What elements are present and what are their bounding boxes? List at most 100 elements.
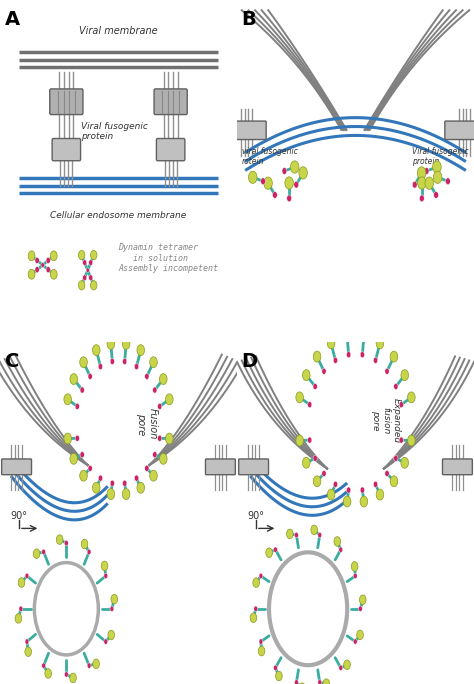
Circle shape	[91, 250, 97, 260]
Circle shape	[343, 496, 351, 507]
Circle shape	[150, 357, 157, 368]
Text: Viral fusogenic
protein: Viral fusogenic protein	[412, 147, 469, 166]
Circle shape	[157, 404, 162, 410]
Circle shape	[318, 680, 322, 684]
Circle shape	[359, 595, 366, 605]
Circle shape	[137, 345, 145, 356]
Circle shape	[418, 177, 426, 189]
Circle shape	[28, 269, 35, 279]
Circle shape	[313, 455, 317, 461]
Circle shape	[25, 573, 29, 579]
Circle shape	[351, 562, 358, 571]
Circle shape	[104, 639, 108, 644]
FancyBboxPatch shape	[238, 459, 268, 475]
Circle shape	[327, 489, 335, 500]
Circle shape	[108, 630, 115, 640]
Circle shape	[98, 363, 102, 369]
Circle shape	[360, 331, 368, 342]
Circle shape	[70, 453, 78, 464]
Circle shape	[412, 181, 417, 188]
Circle shape	[107, 339, 115, 350]
Circle shape	[153, 451, 157, 458]
Circle shape	[135, 475, 139, 482]
Circle shape	[333, 482, 337, 488]
Circle shape	[275, 671, 282, 681]
Circle shape	[50, 251, 57, 261]
Circle shape	[56, 535, 63, 544]
Circle shape	[360, 352, 365, 358]
FancyBboxPatch shape	[1, 459, 31, 475]
Circle shape	[285, 177, 293, 189]
Circle shape	[360, 496, 368, 507]
Circle shape	[408, 392, 415, 403]
Circle shape	[159, 373, 167, 384]
Circle shape	[165, 433, 173, 444]
Circle shape	[28, 251, 35, 261]
Circle shape	[253, 578, 259, 588]
Circle shape	[318, 532, 322, 538]
Text: Cellular endosome membrane: Cellular endosome membrane	[50, 211, 187, 220]
Circle shape	[159, 453, 167, 464]
Circle shape	[75, 435, 80, 441]
Circle shape	[374, 357, 378, 363]
Circle shape	[408, 435, 415, 446]
Circle shape	[313, 351, 321, 362]
Circle shape	[401, 458, 409, 469]
Circle shape	[287, 529, 293, 539]
Circle shape	[64, 672, 68, 677]
Circle shape	[417, 167, 426, 179]
Circle shape	[344, 660, 350, 670]
Circle shape	[343, 331, 351, 342]
Circle shape	[78, 280, 85, 290]
Circle shape	[354, 573, 357, 579]
Circle shape	[137, 482, 145, 493]
Text: 90°: 90°	[10, 512, 27, 521]
Circle shape	[64, 540, 68, 546]
Circle shape	[122, 339, 130, 350]
Circle shape	[150, 470, 157, 481]
Circle shape	[264, 177, 273, 189]
Circle shape	[87, 549, 91, 555]
Circle shape	[291, 161, 299, 173]
Text: Fusion
pore: Fusion pore	[136, 408, 158, 440]
Circle shape	[302, 369, 310, 380]
Circle shape	[80, 470, 87, 481]
Circle shape	[153, 387, 157, 393]
Circle shape	[261, 178, 265, 185]
Circle shape	[91, 280, 97, 290]
Circle shape	[294, 181, 299, 188]
Text: viral fusogenic
rotein: viral fusogenic rotein	[242, 147, 298, 166]
Circle shape	[313, 384, 317, 390]
Text: Viral fusogenic
protein: Viral fusogenic protein	[81, 122, 147, 142]
Circle shape	[80, 357, 87, 368]
Text: B: B	[242, 10, 256, 29]
Circle shape	[294, 532, 298, 538]
FancyBboxPatch shape	[205, 459, 235, 475]
Circle shape	[81, 539, 88, 549]
Text: Dynamin tetramer
   in solution
Assembly incompetent: Dynamin tetramer in solution Assembly in…	[118, 244, 219, 273]
Circle shape	[145, 465, 149, 471]
Circle shape	[299, 683, 305, 684]
Circle shape	[401, 369, 409, 380]
Circle shape	[70, 673, 76, 683]
Text: C: C	[5, 352, 19, 371]
FancyBboxPatch shape	[50, 89, 83, 114]
Circle shape	[75, 404, 80, 410]
Circle shape	[86, 268, 89, 272]
Circle shape	[346, 487, 351, 493]
Circle shape	[42, 663, 46, 668]
Circle shape	[308, 402, 312, 408]
Circle shape	[258, 646, 265, 656]
Circle shape	[93, 659, 100, 669]
Circle shape	[360, 487, 365, 493]
Circle shape	[433, 171, 442, 183]
Circle shape	[254, 606, 257, 611]
Circle shape	[82, 260, 87, 265]
Text: Expanded
fusion pore: Expanded fusion pore	[279, 598, 337, 620]
Text: A: A	[5, 10, 20, 29]
Circle shape	[296, 435, 303, 446]
Circle shape	[394, 384, 398, 390]
Circle shape	[25, 639, 29, 644]
Circle shape	[80, 387, 84, 393]
FancyBboxPatch shape	[231, 121, 266, 140]
